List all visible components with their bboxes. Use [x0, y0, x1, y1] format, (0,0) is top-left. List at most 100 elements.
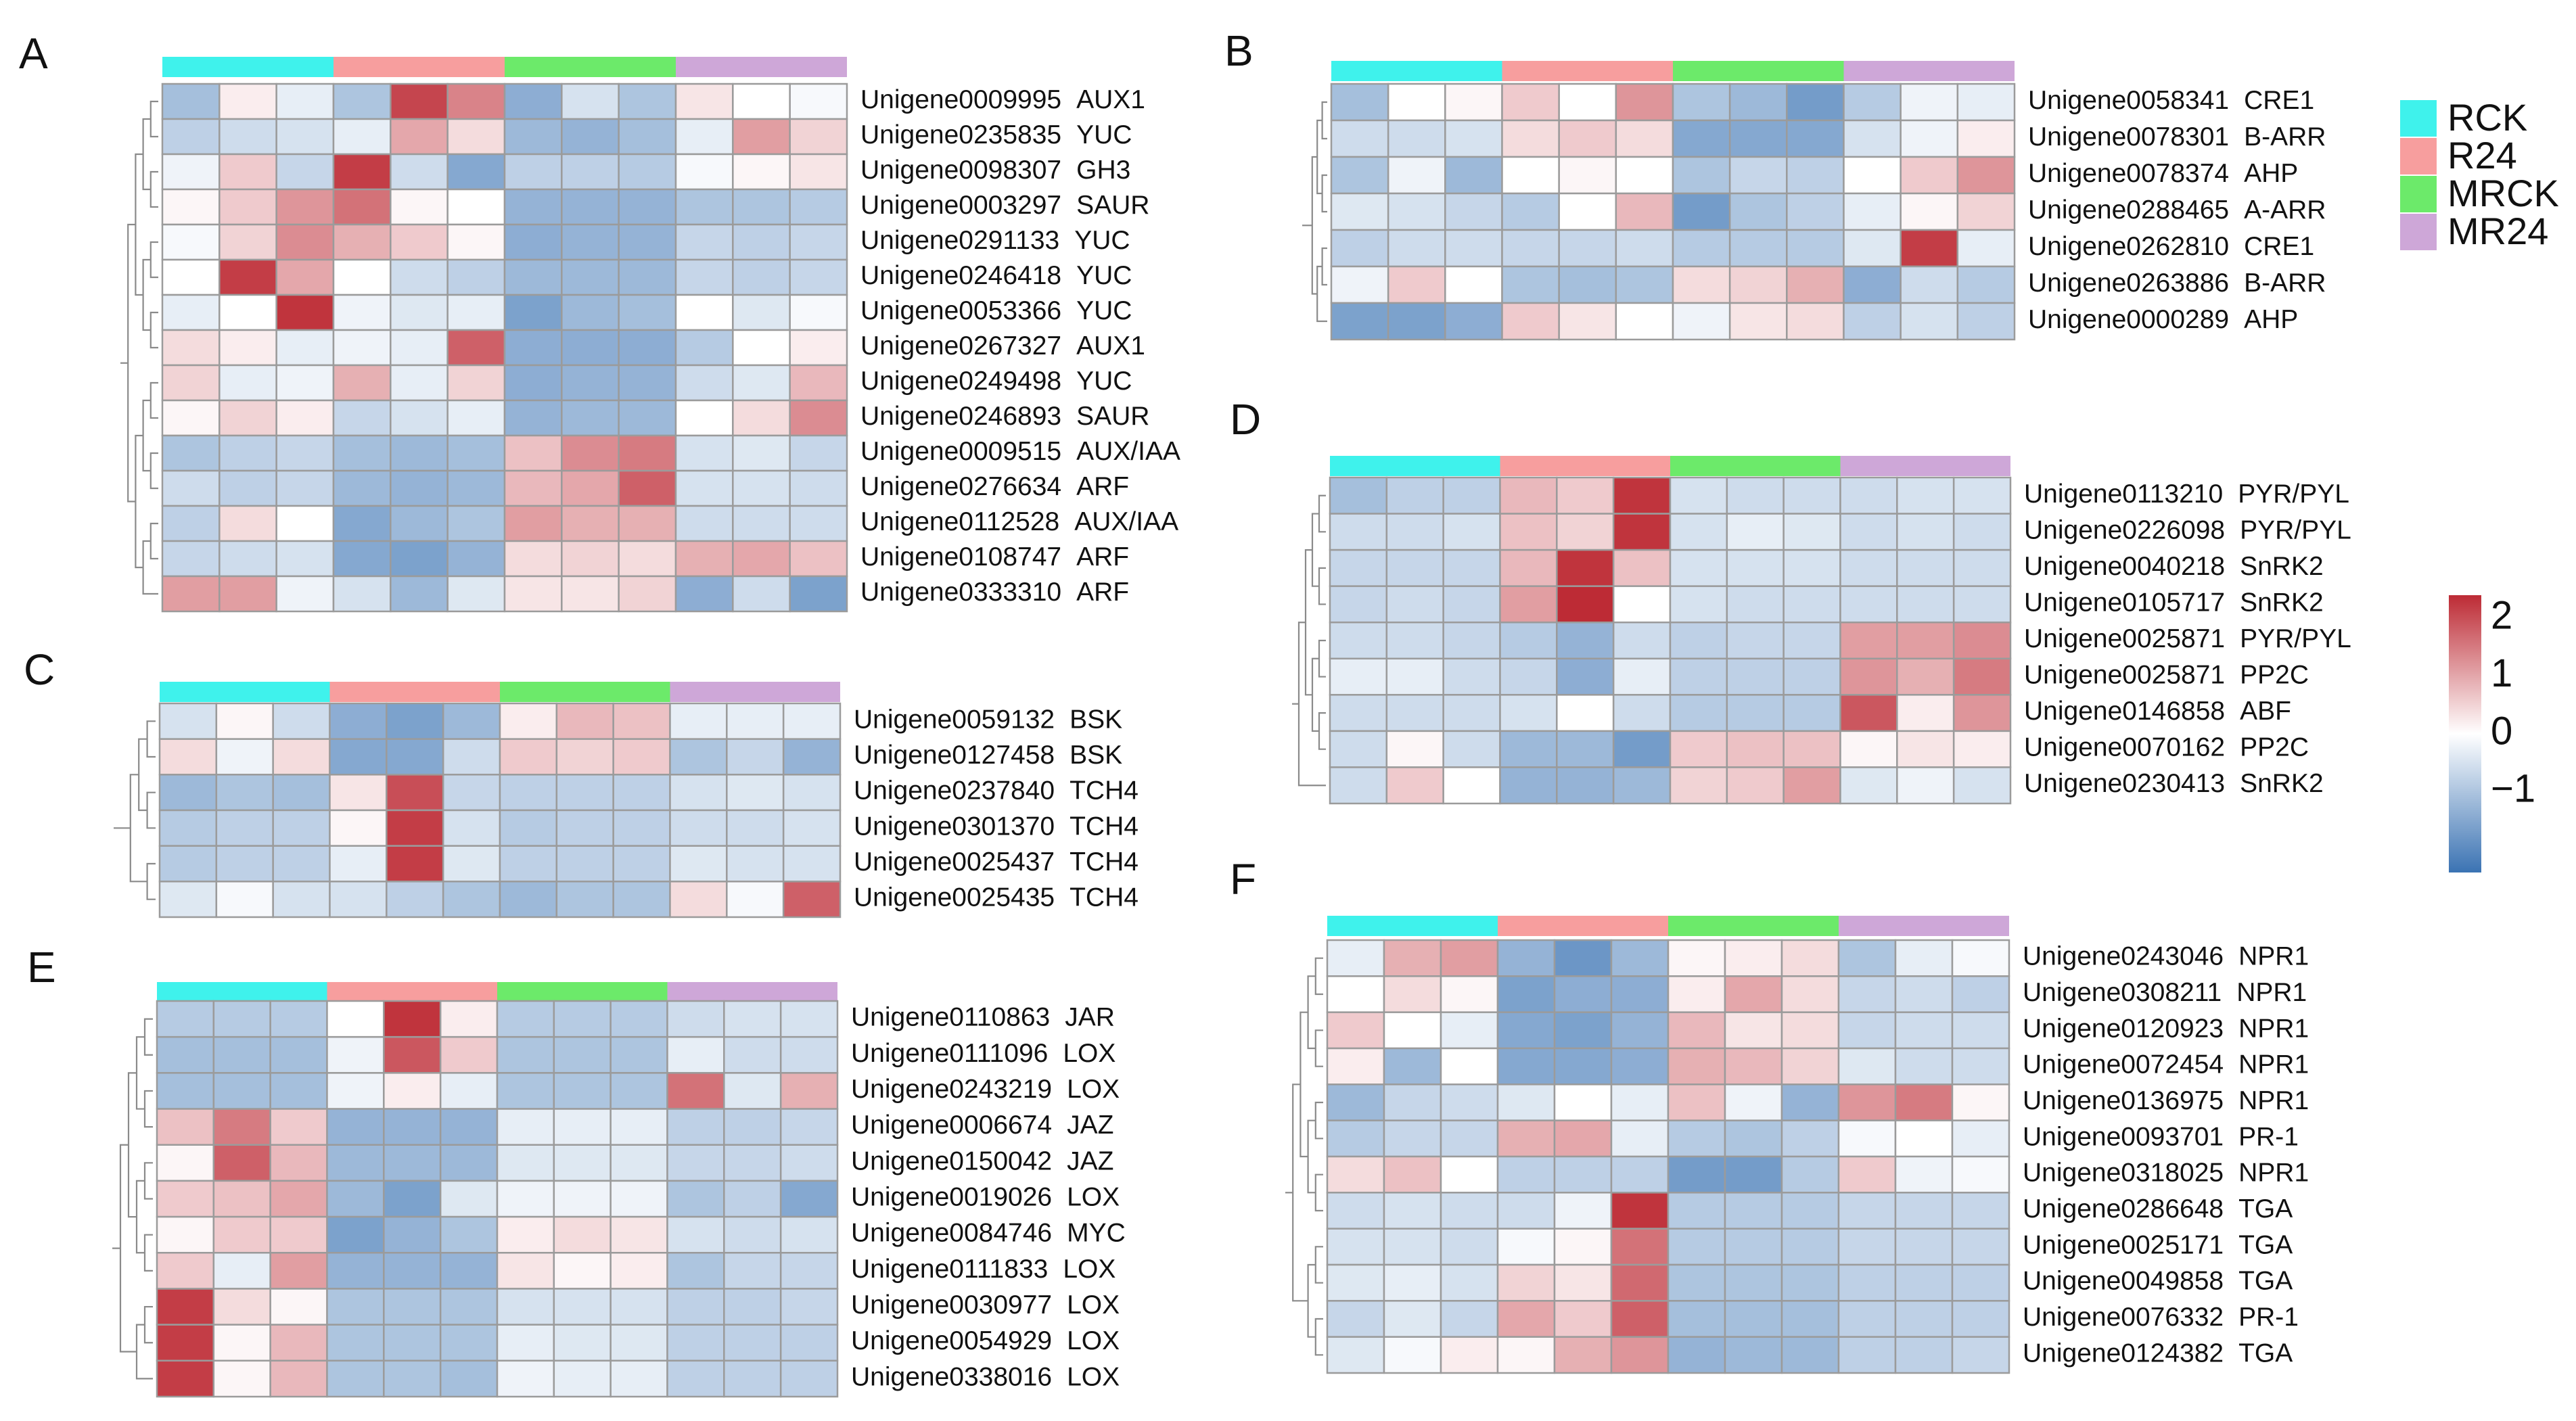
heatmap-cell [1667, 1228, 1726, 1266]
heatmap-cell [1669, 585, 1728, 624]
heatmap-cell [1383, 1084, 1442, 1121]
heatmap-cell [779, 1252, 839, 1290]
group-bar-r24 [1498, 916, 1668, 936]
heatmap-cell [555, 702, 614, 740]
row-label-gene: LOX [1063, 1039, 1116, 1068]
heatmap-cell [612, 702, 671, 740]
heatmap-cell [1385, 513, 1444, 551]
heatmap-cell [390, 540, 448, 578]
heatmap-cell [503, 223, 563, 261]
heatmap-cell [1896, 657, 1955, 696]
row-label: Unigene0025435 TCH4 [854, 883, 1138, 912]
heatmap-cell [156, 1108, 215, 1146]
heatmap-cell [275, 118, 335, 156]
heatmap-cell [442, 809, 501, 847]
heatmap-cell [496, 1359, 555, 1398]
heatmap-cell [1894, 1084, 1954, 1121]
heatmap-cell [383, 1324, 442, 1362]
dendrogram-branch [1321, 101, 1327, 140]
heatmap-cell [1612, 549, 1672, 587]
heatmap-cell [779, 1359, 839, 1398]
heatmap-cell [610, 1035, 668, 1074]
heatmap-cell [1440, 1155, 1499, 1194]
row-label: Unigene0333310 ARF [860, 578, 1129, 607]
heatmap-cell [446, 575, 506, 613]
heatmap-cell [275, 575, 335, 613]
heatmap-cell [732, 575, 791, 613]
heatmap-cell [553, 1035, 612, 1074]
heatmap-cell [1499, 694, 1558, 732]
heatmap-cell [779, 1215, 839, 1254]
heatmap-cell [674, 434, 734, 472]
heatmap-cell [503, 294, 563, 331]
heatmap-cell [332, 294, 392, 331]
heatmap-cell [1951, 1263, 2010, 1302]
heatmap-cell [723, 1108, 782, 1146]
row-dendrogram [112, 1018, 153, 1380]
panel-label-a: A [19, 29, 48, 78]
row-label-id: Unigene0078374 [2028, 159, 2229, 188]
heatmap-cell [442, 774, 501, 812]
heatmap-cell [1894, 1336, 1954, 1374]
heatmap-cell [1951, 1084, 2010, 1121]
dendrogram-branch [142, 399, 151, 472]
heatmap-cell [275, 188, 335, 226]
heatmap-cell [1724, 1155, 1783, 1194]
heatmap-cell [723, 1215, 782, 1254]
heatmap-cell [326, 1359, 385, 1398]
heatmap-cell [161, 223, 221, 261]
heatmap-cell [1499, 657, 1558, 696]
row-label: Unigene0150042 JAZ [851, 1147, 1113, 1176]
heatmap-cell [390, 469, 448, 507]
heatmap-cell [383, 1359, 442, 1398]
heatmap-cell [1782, 585, 1841, 624]
heatmap-cell [496, 1180, 555, 1218]
heatmap-cell [329, 881, 388, 918]
row-label-id: Unigene0019026 [851, 1183, 1052, 1212]
heatmap-cell [779, 1108, 839, 1146]
heatmap-cell [666, 1108, 725, 1146]
heatmap-cell [326, 1144, 385, 1182]
row-label: Unigene0243219 LOX [851, 1075, 1120, 1104]
heatmap-cell [1440, 1228, 1499, 1266]
heatmap-cell [782, 738, 842, 776]
heatmap-cell [1951, 1155, 2010, 1194]
heatmap-cell [1387, 229, 1446, 268]
heatmap-cell [1724, 1228, 1783, 1266]
row-label: Unigene0127458 BSK [854, 741, 1122, 770]
heatmap-cell [1669, 657, 1728, 696]
heatmap-cell [1499, 585, 1558, 624]
row-label-gene: ARF [1076, 542, 1129, 572]
row-dendrogram [120, 100, 158, 595]
heatmap-cell [158, 774, 218, 812]
dendrogram-branch [135, 1180, 145, 1254]
dendrogram-branch [1318, 567, 1326, 605]
group-bar-r24 [334, 57, 505, 77]
heatmap-cell [161, 399, 221, 437]
heatmap-cell [1387, 156, 1446, 195]
heatmap-cell [1780, 975, 1840, 1013]
heatmap-cell [1896, 476, 1955, 515]
heatmap-cell [1499, 476, 1558, 515]
heatmap-cell [1496, 1336, 1556, 1374]
row-label-id: Unigene0049858 [2023, 1267, 2224, 1296]
dendrogram-branch [1314, 1318, 1323, 1356]
row-dendrogram [114, 720, 156, 900]
row-label-id: Unigene0003297 [860, 191, 1061, 220]
heatmap-cell [1329, 694, 1388, 732]
heatmap-cell [275, 83, 335, 120]
heatmap-cell [1724, 1192, 1783, 1230]
heatmap-cell [789, 118, 848, 156]
row-label: Unigene0235835 YUC [860, 120, 1132, 149]
heatmap-cell [275, 258, 335, 296]
heatmap-cell [1442, 694, 1501, 732]
heatmap-cell [1330, 156, 1389, 195]
heatmap-cell [1330, 302, 1389, 341]
heatmap-cell [1782, 730, 1841, 768]
heatmap-cell [390, 329, 448, 367]
row-label-id: Unigene0000289 [2028, 305, 2229, 334]
row-label: Unigene0053366 YUC [860, 296, 1132, 325]
heatmap-cell [666, 1324, 725, 1362]
